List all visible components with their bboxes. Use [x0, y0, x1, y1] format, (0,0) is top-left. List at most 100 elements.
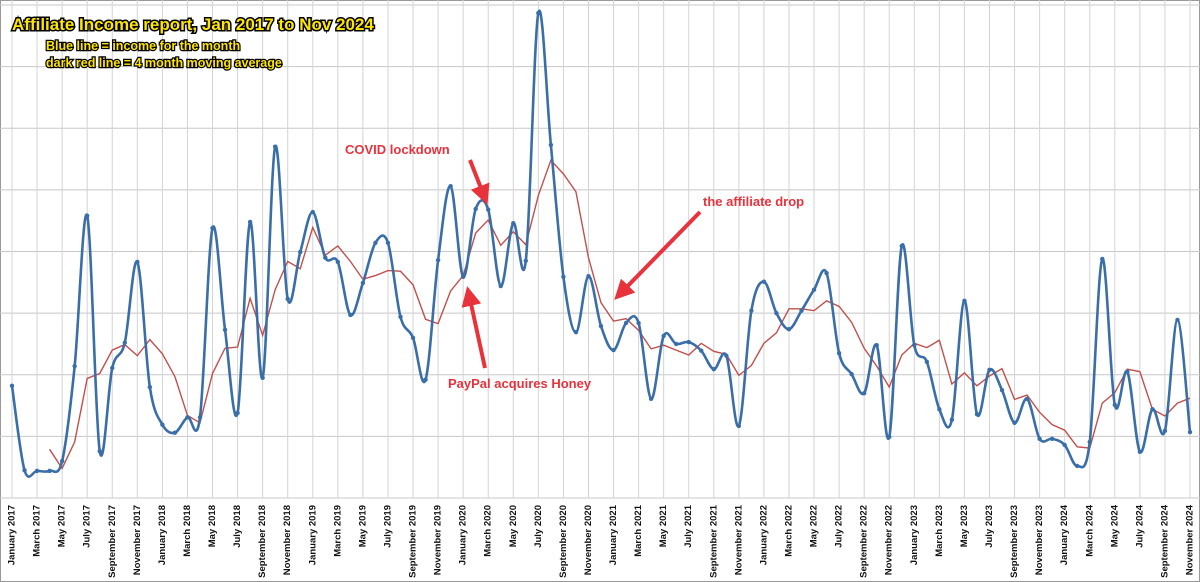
point	[210, 225, 215, 231]
point	[147, 384, 153, 390]
x-tick-label: May 2022	[809, 505, 820, 547]
x-tick-label: November 2017	[132, 505, 143, 575]
point	[912, 342, 917, 348]
point	[348, 312, 353, 318]
x-tick-label: May 2023	[959, 505, 970, 547]
x-tick-label: September 2021	[708, 504, 719, 578]
point	[34, 468, 40, 474]
point	[648, 396, 654, 401]
x-tick-label: March 2018	[182, 505, 193, 557]
point	[160, 422, 165, 427]
point	[686, 339, 691, 345]
point	[473, 206, 478, 212]
point	[423, 377, 428, 382]
series-line	[49, 158, 1191, 470]
x-tick-label: November 2022	[884, 505, 895, 575]
x-tick-label: January 2024	[1059, 504, 1070, 565]
annotation: PayPal acquires Honey	[448, 376, 592, 391]
point	[1150, 407, 1155, 412]
point	[435, 257, 441, 263]
annotation: the affiliate drop	[703, 194, 804, 209]
x-tick-label: September 2018	[257, 505, 268, 578]
point	[1112, 402, 1118, 408]
point	[786, 326, 792, 332]
x-tick-label: March 2020	[483, 505, 494, 557]
x-tick-label: May 2017	[57, 505, 68, 547]
x-tick-label: January 2019	[307, 505, 318, 565]
point	[586, 273, 591, 279]
point	[1024, 396, 1030, 401]
x-tick-label: July 2024	[1134, 504, 1145, 547]
point	[398, 314, 403, 320]
point	[887, 434, 892, 440]
x-tick-label: May 2024	[1109, 504, 1120, 547]
x-tick-label: July 2020	[533, 505, 544, 548]
x-tick-label: November 2024	[1185, 504, 1196, 575]
point	[1162, 428, 1168, 434]
point	[1049, 436, 1055, 442]
point	[97, 448, 102, 454]
point	[774, 310, 779, 316]
x-tick-label: July 2018	[232, 505, 243, 548]
point	[1100, 256, 1105, 262]
point	[323, 255, 328, 260]
point	[448, 183, 453, 189]
point	[122, 340, 127, 345]
x-tick-label: September 2019	[408, 505, 419, 578]
x-tick-label: November 2018	[282, 505, 293, 575]
x-tick-label: January 2023	[909, 505, 920, 565]
x-tick-label: November 2020	[583, 505, 594, 575]
x-tick-label: July 2023	[984, 505, 995, 548]
point	[1037, 436, 1042, 442]
point	[999, 387, 1005, 393]
point	[1012, 420, 1017, 426]
point	[736, 423, 742, 429]
point	[1187, 429, 1193, 435]
arrow	[461, 286, 487, 369]
point	[222, 327, 228, 332]
point	[110, 365, 115, 371]
point	[1075, 463, 1080, 469]
subtitle: Blue line = income for the month	[46, 39, 240, 53]
point	[811, 287, 817, 292]
point	[724, 353, 729, 358]
point	[548, 142, 554, 148]
point	[861, 391, 867, 396]
point	[661, 333, 666, 339]
point	[498, 283, 503, 289]
x-tick-label: July 2021	[683, 504, 694, 547]
point	[974, 411, 980, 417]
x-tick-label: September 2024	[1159, 504, 1170, 578]
x-tick-label: January 2021	[608, 504, 619, 565]
point	[874, 342, 879, 348]
x-tick-label: September 2022	[859, 505, 870, 578]
point	[84, 213, 90, 218]
point	[197, 415, 203, 420]
point	[247, 219, 253, 225]
point	[1175, 317, 1180, 323]
point	[749, 308, 754, 313]
point	[235, 410, 240, 416]
point	[962, 298, 967, 303]
point	[899, 243, 904, 249]
subtitle: dark red line = 4 month moving average	[46, 56, 282, 70]
x-tick-label: May 2019	[357, 505, 368, 547]
x-tick-label: January 2017	[7, 505, 18, 565]
point	[185, 415, 190, 420]
x-tick-label: March 2019	[332, 505, 343, 557]
point	[849, 371, 854, 377]
point	[59, 458, 65, 464]
point	[987, 367, 992, 373]
point	[711, 367, 716, 372]
x-tick-label: September 2020	[558, 505, 569, 578]
point	[673, 341, 679, 347]
point	[1125, 369, 1130, 374]
point	[598, 323, 604, 329]
point	[636, 320, 641, 326]
point	[72, 363, 77, 369]
x-tick-label: March 2022	[783, 505, 794, 557]
point	[699, 348, 704, 353]
x-tick-label: May 2020	[508, 505, 519, 547]
point	[623, 320, 629, 326]
x-tick-label: March 2023	[934, 505, 945, 557]
